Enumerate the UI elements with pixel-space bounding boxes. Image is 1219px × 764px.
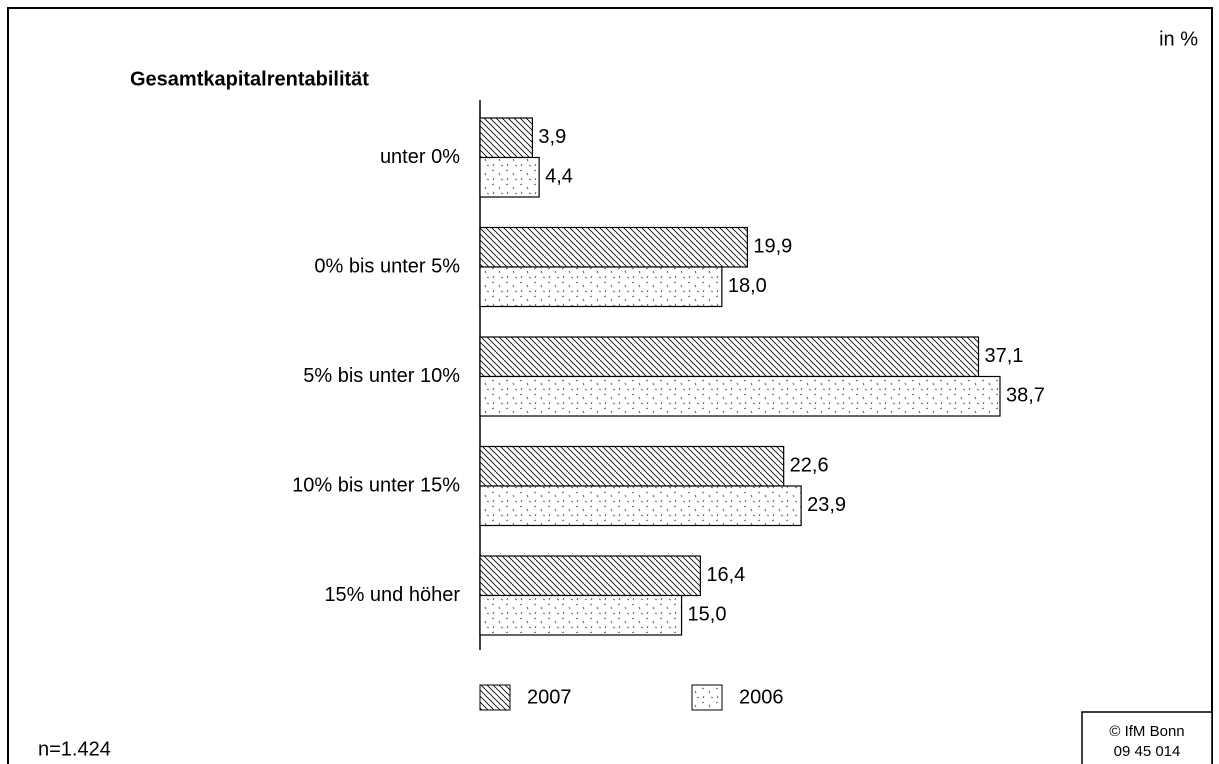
bar	[479, 336, 980, 378]
source: © IfM Bonn	[1109, 723, 1184, 740]
legend-label: 2007	[527, 686, 572, 708]
data-label: 38,7	[1006, 385, 1045, 407]
data-label: 4,4	[545, 166, 573, 188]
data-label: 16,4	[706, 564, 745, 586]
bar	[479, 117, 534, 159]
data-label: 3,9	[538, 126, 566, 148]
data-label: 23,9	[807, 494, 846, 516]
bar	[479, 266, 723, 308]
y-tick-label: 0% bis unter 5%	[314, 255, 460, 277]
chart-title: Gesamtkapitalrentabilität	[130, 68, 369, 90]
frame	[7, 7, 1213, 764]
y-tick-label: unter 0%	[380, 146, 460, 168]
y-tick-label: 10% bis unter 15%	[292, 474, 460, 496]
data-label: 15,0	[688, 604, 727, 626]
y-tick-label: 5% bis unter 10%	[303, 365, 460, 387]
data-label: 18,0	[728, 275, 767, 297]
bar	[479, 594, 683, 636]
legend-label: 2006	[739, 686, 784, 708]
data-label: 19,9	[753, 236, 792, 258]
bar	[479, 226, 748, 268]
unit-note: in %	[1159, 28, 1198, 50]
data-label: 22,6	[790, 455, 829, 477]
source-box	[1081, 711, 1213, 764]
legend-swatch	[691, 684, 723, 711]
bar	[479, 445, 785, 487]
bar	[479, 555, 701, 597]
bar	[479, 485, 802, 527]
y-tick-label: 15% und höher	[324, 584, 460, 606]
legend-swatch	[479, 684, 511, 711]
sample-note: n=1.424	[38, 738, 111, 760]
bar	[479, 375, 1001, 417]
data-label: 37,1	[985, 345, 1024, 367]
source: 09 45 014	[1114, 743, 1181, 760]
bar	[479, 156, 540, 198]
